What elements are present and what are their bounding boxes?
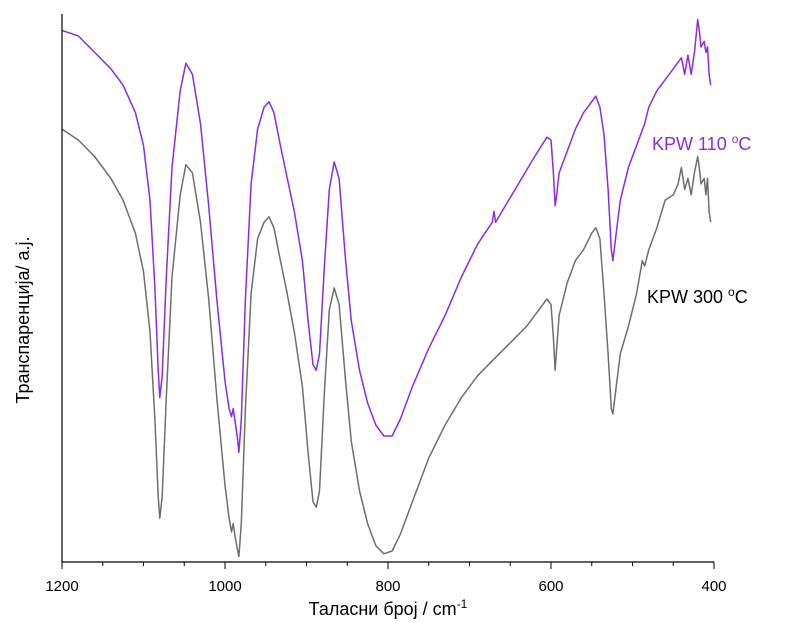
series-labels: KPW 110 oC KPW 300 oC [647, 132, 751, 307]
series-lines [61, 18, 712, 558]
x-axis-title: Таласни број / cm-1 [309, 597, 468, 619]
series-line-kpw-110 [61, 18, 712, 454]
x-tick-label: 600 [538, 578, 563, 595]
series-label-kpw-300: KPW 300 oC [647, 285, 748, 307]
x-tick-label: 800 [375, 578, 400, 595]
series-label-kpw-110: KPW 110 oC [652, 132, 751, 154]
x-tick-label: 400 [701, 578, 726, 595]
series-line-kpw-300 [61, 128, 712, 558]
x-axis-ticks: 1200 1000 800 600 400 [45, 562, 727, 595]
x-tick-label: 1200 [45, 578, 78, 595]
y-axis-title: Транспаренција/ а.ј. [13, 236, 33, 403]
x-tick-label: 1000 [208, 578, 241, 595]
